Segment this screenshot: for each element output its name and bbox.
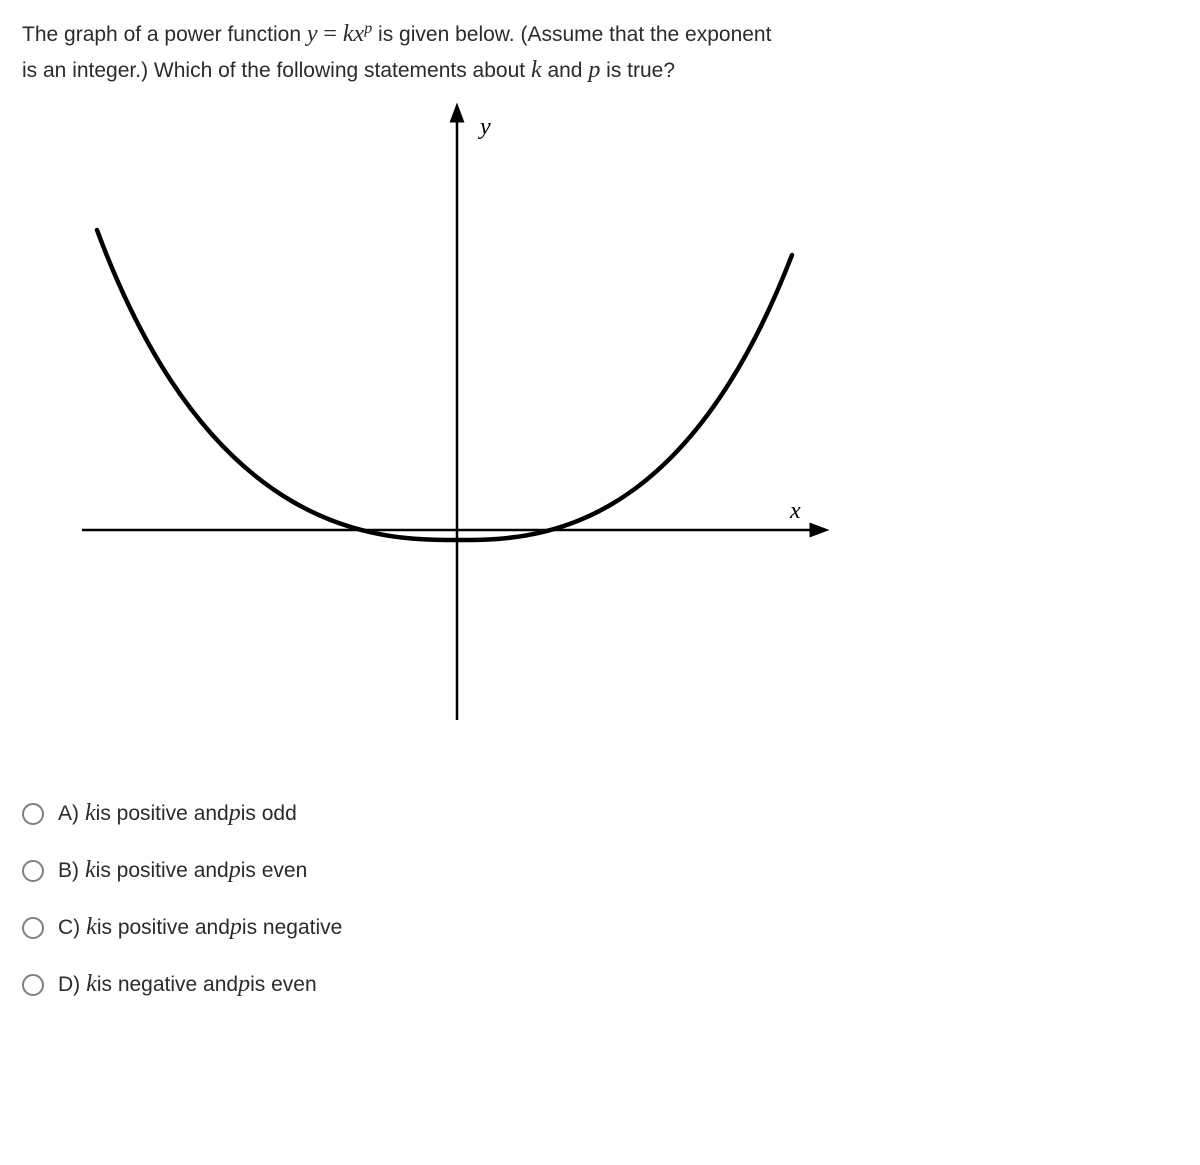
option-b[interactable]: B) k is positive and p is even — [22, 857, 1178, 884]
option-c[interactable]: C) k is positive and p is negative — [22, 914, 1178, 941]
option-var-k: k — [85, 857, 96, 884]
question-var-p: p — [588, 57, 600, 83]
option-var-k: k — [86, 914, 97, 941]
option-var-p: p — [238, 971, 250, 998]
options-list: A) k is positive and p is odd B) k is po… — [22, 800, 1178, 998]
option-letter: B) — [58, 859, 79, 883]
option-a[interactable]: A) k is positive and p is odd — [22, 800, 1178, 827]
option-text-mid: is positive and — [97, 916, 230, 940]
question-line2-pre: is an integer.) Which of the following s… — [22, 59, 531, 82]
question-line1-pre: The graph of a power function — [22, 23, 307, 46]
power-curve — [97, 230, 792, 540]
question-text: The graph of a power function y = kxp is… — [22, 16, 1178, 88]
question-line2-mid: and — [547, 59, 588, 82]
question-var-k: k — [531, 57, 542, 83]
option-text-mid: is positive and — [96, 859, 229, 883]
option-text-post: is even — [241, 859, 308, 883]
question-line2-post: is true? — [606, 59, 675, 82]
x-axis-label: x — [789, 498, 801, 524]
option-var-p: p — [229, 857, 241, 884]
graph-svg: y x — [52, 100, 832, 760]
option-d[interactable]: D) k is negative and p is even — [22, 971, 1178, 998]
eq-kx: kx — [343, 21, 364, 47]
option-text-mid: is positive and — [96, 802, 229, 826]
y-axis-label: y — [478, 114, 491, 140]
radio-icon[interactable] — [22, 803, 44, 825]
option-letter: D) — [58, 973, 80, 997]
radio-icon[interactable] — [22, 917, 44, 939]
option-letter: A) — [58, 802, 79, 826]
option-letter: C) — [58, 916, 80, 940]
graph-container: y x — [52, 100, 832, 760]
eq-y: y — [307, 21, 318, 47]
option-text-post: is odd — [241, 802, 297, 826]
option-text-post: is negative — [242, 916, 342, 940]
radio-icon[interactable] — [22, 974, 44, 996]
question-line1-mid: is given below. (Assume that the exponen… — [378, 23, 771, 46]
radio-icon[interactable] — [22, 860, 44, 882]
eq-exponent-p: p — [364, 20, 372, 37]
option-var-p: p — [229, 800, 241, 827]
eq-equals: = — [323, 21, 343, 47]
option-var-p: p — [230, 914, 242, 941]
option-var-k: k — [86, 971, 97, 998]
option-var-k: k — [85, 800, 96, 827]
option-text-post: is even — [250, 973, 317, 997]
option-text-mid: is negative and — [97, 973, 238, 997]
